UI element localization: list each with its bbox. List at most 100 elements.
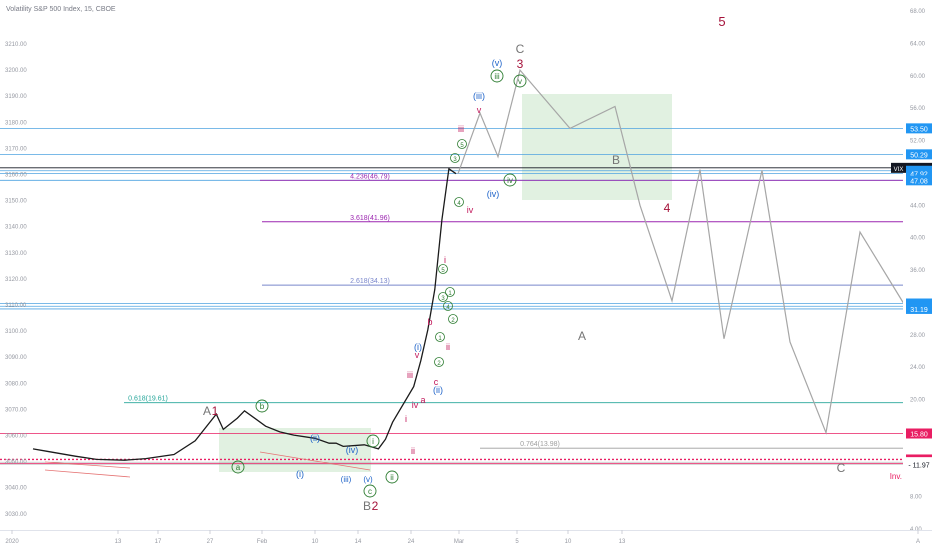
wave-label: a xyxy=(420,395,425,405)
wave-label: 3 xyxy=(517,57,524,71)
wave-label: 1 xyxy=(212,404,219,418)
price-axis-label: 3110.00 xyxy=(5,303,27,309)
wave-label: (ii) xyxy=(433,385,443,395)
circled-label: 5 xyxy=(460,143,464,149)
circled-label: 1 xyxy=(438,336,442,342)
vix-axis-label: 36.00 xyxy=(910,268,926,274)
wave-label: v xyxy=(477,105,482,115)
price-axis-label: 3060.00 xyxy=(5,434,27,440)
price-axis-label: 3050.00 xyxy=(5,460,27,466)
fib-label: 0.764(13.98) xyxy=(520,441,560,448)
wave-label: c xyxy=(434,377,439,387)
price-tag xyxy=(906,175,932,186)
time-axis-label: 13 xyxy=(115,539,122,545)
wave-label: (ii) xyxy=(310,433,320,443)
price-tag-text: 31.19 xyxy=(910,307,928,314)
wave-label: iv xyxy=(412,400,419,410)
circled-label: 3 xyxy=(441,296,445,302)
price-tag xyxy=(906,303,932,314)
vix-axis-label: 68.00 xyxy=(910,9,926,15)
vix-axis-label: 52.00 xyxy=(910,139,926,145)
wave-label: (iii) xyxy=(473,91,485,101)
fib-levels: 4.236(46.79) 3.618(41.96) 2.618(34.13) 0.61… xyxy=(124,173,903,449)
wave-label: v xyxy=(415,350,420,360)
time-axis-label: 17 xyxy=(155,539,162,545)
vix-axis-label: 20.00 xyxy=(910,398,926,404)
wave-labels: 5 C 3 4 B A C A 1 B 2 (ii) (i) (iii) (iv… xyxy=(203,14,846,513)
wave-label: i xyxy=(405,414,407,424)
time-axis-label: 24 xyxy=(408,539,415,545)
price-axis-label: 3090.00 xyxy=(5,355,27,361)
price-line xyxy=(32,167,457,461)
price-axis-label: 3100.00 xyxy=(5,329,27,335)
vix-axis-label: 8.00 xyxy=(910,495,922,501)
wave-label: ii xyxy=(446,342,450,352)
wave-label: iii xyxy=(458,124,464,134)
trendline-2 xyxy=(44,469,131,478)
circled-label: 2 xyxy=(437,361,441,367)
price-tag-text: - 11.97 xyxy=(908,462,929,469)
time-axis-label: 13 xyxy=(619,539,626,545)
time-axis-label: Mar xyxy=(454,539,464,545)
wave-label: A xyxy=(203,404,211,418)
time-axis-label: Feb xyxy=(257,539,268,545)
projection-path xyxy=(457,68,909,435)
price-axis-label: 3070.00 xyxy=(5,407,27,413)
time-axis-label: A xyxy=(916,539,920,545)
fib-label: 2.618(34.13) xyxy=(350,278,390,285)
circled-label: 5 xyxy=(441,268,445,274)
wave-label: ii xyxy=(411,446,415,456)
circled-label: iii xyxy=(494,72,500,81)
wave-label: (i) xyxy=(414,342,422,352)
wave-label: iii xyxy=(407,370,413,380)
time-axis-label: 10 xyxy=(565,539,572,545)
circled-label: iv xyxy=(507,176,513,185)
price-tag-text: 47.08 xyxy=(910,178,928,185)
time-axis-label: 27 xyxy=(207,539,214,545)
wave-label: 5 xyxy=(718,14,725,29)
vix-axis-label: 64.00 xyxy=(910,41,926,47)
wave-label: b xyxy=(427,317,432,327)
time-axis-label: 14 xyxy=(355,539,362,545)
wave-label: 4 xyxy=(664,201,671,215)
price-tags: 53.5050.29VIX48.6248.2647.9247.0831.8631… xyxy=(891,123,932,470)
fib-label: 4.236(46.79) xyxy=(350,173,390,180)
price-tag xyxy=(906,123,932,134)
time-axis: 2020 13 17 27 Feb 10 14 24 Mar 5 10 13 A xyxy=(5,530,920,545)
price-axis-label: 3120.00 xyxy=(5,277,27,283)
circled-label: v xyxy=(518,77,522,86)
wave-label: (v) xyxy=(363,475,373,484)
price-tag-text: 53.50 xyxy=(910,126,928,133)
wave-label: 2 xyxy=(372,499,379,513)
price-tag-text: 50.29 xyxy=(910,152,928,159)
circled-label: 4 xyxy=(446,305,450,311)
vix-axis-label: 56.00 xyxy=(910,106,926,112)
price-axis-label: 3080.00 xyxy=(5,381,27,387)
price-axis-label: 3180.00 xyxy=(5,120,27,126)
time-axis-label: 5 xyxy=(515,539,519,545)
price-axis-label: 3140.00 xyxy=(5,225,27,231)
price-tag xyxy=(891,162,906,173)
projection-zone xyxy=(522,94,672,200)
price-tag xyxy=(906,459,932,470)
fib-label: 0.618(19.61) xyxy=(128,396,168,403)
trendline-3 xyxy=(259,451,371,471)
price-tag-text: 47.92 xyxy=(910,172,928,179)
circled-label: c xyxy=(368,487,372,496)
price-tag xyxy=(906,428,932,439)
wave-label: B xyxy=(612,153,620,167)
price-tag-text: VIX xyxy=(894,167,904,173)
trendline-1 xyxy=(44,461,131,469)
time-axis-label: 10 xyxy=(312,539,319,545)
wave-label: (v) xyxy=(492,58,503,68)
circled-label: ii xyxy=(390,473,394,482)
vix-axis-label: 28.00 xyxy=(910,333,926,339)
circled-label: b xyxy=(260,402,265,411)
circled-label: i xyxy=(372,437,374,446)
price-axis-label: 3040.00 xyxy=(5,486,27,492)
wave-label: (iii) xyxy=(341,475,352,484)
price-axis-label: 3150.00 xyxy=(5,199,27,205)
time-axis-label: 2020 xyxy=(5,539,19,545)
wave-label: C xyxy=(516,42,525,56)
